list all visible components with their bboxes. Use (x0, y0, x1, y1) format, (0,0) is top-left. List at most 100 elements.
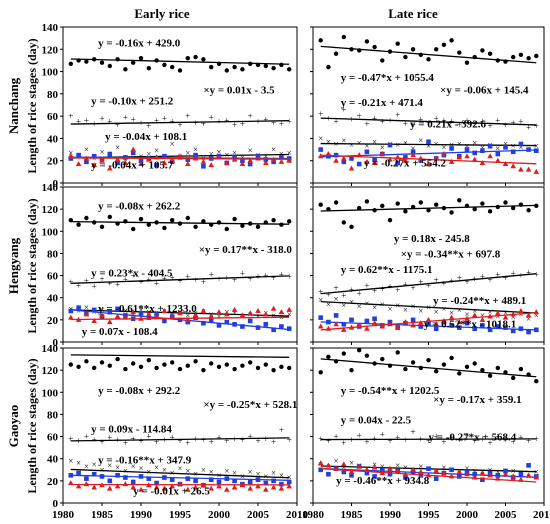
data-point-dot (518, 366, 524, 372)
regression-equation: y = -0.16**x + 347.9 (98, 455, 192, 467)
data-point-plus: + (426, 436, 431, 446)
data-point-x: × (387, 304, 392, 314)
column-title-late-rice: Late rice (388, 6, 438, 21)
data-point-x: × (495, 467, 500, 477)
data-point-square (146, 315, 152, 320)
y-tick-label: 60 (47, 432, 59, 444)
data-point-dot (426, 357, 431, 363)
data-point-triangle (471, 156, 478, 162)
y-tick-label: 0 (53, 498, 59, 510)
regression-equation: ×y = -0.17x + 359.1 (433, 394, 521, 406)
data-point-dot (511, 375, 516, 381)
data-point-plus: + (457, 120, 462, 130)
data-point-x: × (472, 306, 477, 316)
data-point-plus: + (349, 285, 354, 295)
data-point-dot (138, 216, 144, 222)
trend-line (70, 120, 290, 125)
trend-line (320, 204, 537, 212)
data-point-triangle (231, 306, 238, 312)
data-point-dot (349, 224, 354, 230)
data-point-x: × (326, 137, 331, 147)
regression-equation: y = -0.27x + 554.2 (364, 158, 447, 170)
data-point-plus: + (201, 435, 206, 445)
data-point-square (449, 146, 454, 151)
data-point-dot (287, 67, 292, 72)
data-point-plus: + (380, 117, 385, 127)
data-point-triangle (122, 159, 129, 165)
data-point-square (107, 309, 113, 315)
data-point-dot (193, 359, 198, 364)
data-point-square (480, 323, 485, 328)
data-point-plus: + (193, 275, 198, 285)
data-point-plus: + (441, 116, 446, 126)
data-point-triangle (317, 460, 324, 466)
data-point-triangle (456, 319, 463, 325)
data-point-dot (279, 364, 284, 370)
regression-equation: y = 0.21x - 392.6 (410, 119, 486, 131)
data-point-x: × (341, 300, 346, 310)
y-axis-title-row-3: Length of rice stages (day) (25, 358, 39, 493)
regression-equation: y = -0.01x + 26.5 (133, 486, 210, 498)
data-point-triangle (91, 484, 97, 490)
data-point-triangle (418, 320, 424, 326)
data-point-plus: + (76, 281, 81, 291)
data-point-plus: + (224, 436, 229, 446)
data-point-square (84, 159, 89, 165)
data-point-triangle (177, 153, 183, 159)
data-point-plus: + (271, 118, 276, 128)
trend-line (320, 149, 537, 158)
data-point-x: × (434, 307, 439, 317)
regression-equation: y = 0.07x - 108.4 (82, 326, 158, 338)
data-point-x: × (216, 147, 221, 157)
data-point-dot (395, 350, 400, 355)
data-point-dot (526, 56, 531, 61)
data-point-triangle (510, 163, 516, 169)
data-point-x: × (326, 299, 331, 309)
data-point-square (279, 481, 284, 487)
data-point-triangle (479, 159, 486, 165)
data-point-x: × (84, 461, 89, 471)
data-point-dot (318, 370, 323, 375)
data-point-square (449, 323, 454, 328)
data-point-dot (395, 41, 400, 46)
row-label-gaoyao: Gaoyao (6, 405, 21, 448)
data-point-square (372, 474, 377, 479)
data-point-dot (115, 356, 120, 362)
data-point-dot (99, 360, 105, 365)
data-point-dot (403, 54, 408, 60)
data-point-plus: + (209, 112, 214, 122)
data-point-plus: + (201, 119, 206, 129)
trend-line (320, 321, 537, 331)
data-point-square (426, 466, 431, 471)
data-point-plus: + (162, 274, 167, 284)
data-point-x: × (472, 138, 477, 148)
data-point-x: × (341, 136, 346, 146)
data-point-plus: + (449, 433, 454, 443)
data-point-plus: + (138, 277, 143, 287)
data-point-square (333, 313, 339, 318)
data-point-dot (364, 199, 370, 204)
data-point-plus: + (464, 277, 469, 287)
trend-line (70, 221, 290, 225)
data-point-plus: + (488, 275, 493, 285)
trend-line (70, 468, 290, 479)
data-point-triangle (200, 158, 207, 164)
data-point-square (232, 478, 237, 484)
data-point-plus: + (248, 432, 253, 442)
data-point-dot (255, 365, 261, 371)
data-point-triangle (333, 157, 339, 163)
data-point-triangle (448, 314, 455, 320)
y-tick-label: 120 (42, 204, 59, 216)
data-point-triangle (114, 313, 121, 319)
regression-equation: y = 0.52**x - 1018.1 (424, 318, 516, 330)
data-point-dot (364, 39, 370, 44)
data-point-triangle (502, 314, 509, 320)
data-point-plus: + (418, 277, 423, 287)
data-point-x: × (263, 151, 268, 161)
data-point-plus: + (68, 434, 73, 444)
data-point-square (115, 306, 120, 312)
data-point-dot (107, 214, 113, 220)
data-point-dot (68, 362, 74, 367)
